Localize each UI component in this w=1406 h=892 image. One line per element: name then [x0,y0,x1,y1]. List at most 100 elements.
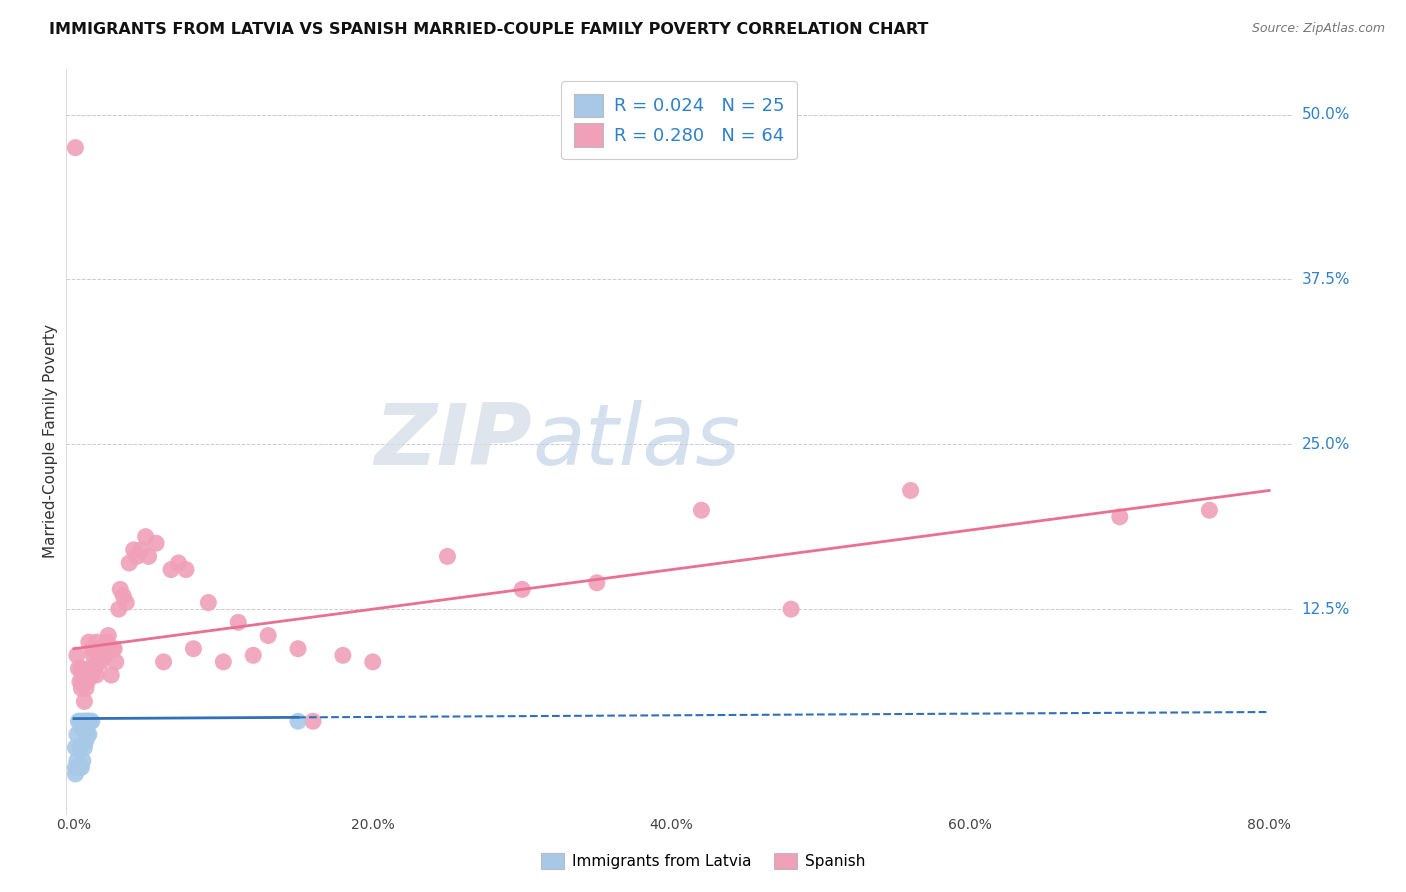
Point [96,635,118,649]
Point [167,556,190,570]
Point [80,668,103,682]
Point [107,602,129,616]
Point [77,661,100,675]
Point [197,596,219,610]
Point [70,721,93,735]
Point [115,596,138,610]
Point [287,641,309,656]
Point [87,655,110,669]
Point [77,727,100,741]
Text: atlas: atlas [531,400,740,483]
Point [66,648,89,663]
Point [152,655,174,669]
Point [77,714,100,729]
Point [1198,503,1220,517]
Point [302,714,325,729]
Point [90,655,112,669]
Text: 37.5%: 37.5% [1302,272,1350,287]
Point [65,141,87,155]
Point [780,602,803,616]
Y-axis label: Married-Couple Family Poverty: Married-Couple Family Poverty [44,324,58,558]
Point [80,714,103,729]
Point [94,648,117,663]
Text: ZIP: ZIP [374,400,531,483]
Text: 12.5%: 12.5% [1302,601,1350,616]
Text: IMMIGRANTS FROM LATVIA VS SPANISH MARRIED-COUPLE FAMILY POVERTY CORRELATION CHAR: IMMIGRANTS FROM LATVIA VS SPANISH MARRIE… [49,22,928,37]
Text: 25.0%: 25.0% [1302,437,1350,452]
Point [118,556,141,570]
Point [89,648,111,663]
Point [75,734,97,748]
Point [332,648,354,663]
Point [129,542,152,557]
Point [135,530,157,544]
Point [91,648,114,663]
Point [242,648,264,663]
Point [97,628,120,642]
Point [69,760,91,774]
Point [257,628,280,642]
Point [79,714,101,729]
Point [73,714,96,729]
Point [70,681,93,696]
Point [73,694,96,708]
Point [70,760,93,774]
Point [82,648,104,663]
Point [174,563,197,577]
Point [69,674,91,689]
Point [67,760,90,774]
Point [86,668,108,682]
Point [77,635,100,649]
Point [900,483,922,498]
Point [65,740,87,755]
Point [66,754,89,768]
Text: 50.0%: 50.0% [1302,107,1350,122]
Point [66,727,89,741]
Point [145,536,167,550]
Point [138,549,160,564]
Point [75,668,97,682]
Point [122,542,145,557]
Point [65,767,87,781]
Point [80,641,103,656]
Point [72,674,94,689]
Point [67,661,90,675]
Point [1108,509,1130,524]
Point [76,714,98,729]
Point [65,760,87,774]
Point [586,575,609,590]
Legend: Immigrants from Latvia, Spanish: Immigrants from Latvia, Spanish [534,847,872,875]
Point [110,582,132,597]
Point [183,641,205,656]
Point [436,549,458,564]
Point [67,714,90,729]
Point [75,681,97,696]
Point [103,641,125,656]
Legend: R = 0.024   N = 25, R = 0.280   N = 64: R = 0.024 N = 25, R = 0.280 N = 64 [561,81,797,160]
Point [86,635,108,649]
Point [101,641,124,656]
Point [212,655,235,669]
Point [690,503,713,517]
Point [160,563,183,577]
Point [104,655,127,669]
Point [76,674,98,689]
Point [76,727,98,741]
Text: Source: ZipAtlas.com: Source: ZipAtlas.com [1251,22,1385,36]
Point [361,655,384,669]
Point [83,661,105,675]
Point [72,714,94,729]
Point [100,668,122,682]
Point [73,740,96,755]
Point [93,641,115,656]
Point [70,661,93,675]
Point [69,714,91,729]
Point [226,615,249,630]
Point [125,549,148,564]
Point [69,740,91,755]
Point [510,582,533,597]
Point [75,714,97,729]
Point [72,754,94,768]
Point [112,589,135,603]
Point [287,714,309,729]
